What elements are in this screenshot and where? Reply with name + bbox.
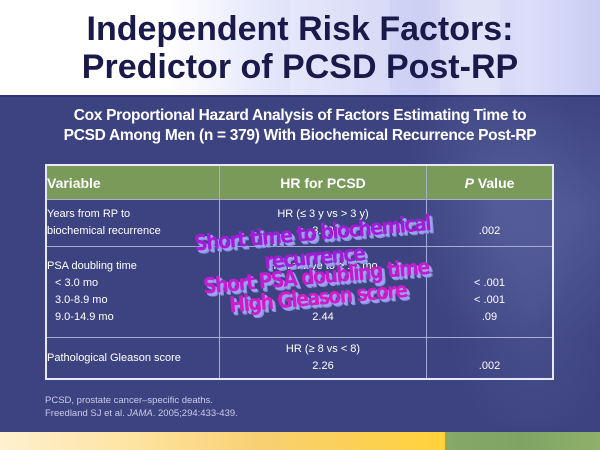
variable-line1: Years from RP to (47, 208, 131, 220)
citation-authors: Freedland SJ et al. (45, 408, 128, 419)
p-value: < .001 (474, 277, 505, 289)
hr-value: … (317, 294, 329, 306)
p-value: .002 (478, 225, 501, 237)
cell-variable: PSA doubling time < 3.0 mo 3.0-8.9 mo 9.… (45, 246, 220, 338)
hr-label: HR (≥ 8 vs < 8) (285, 343, 361, 355)
header-p-italic: P (464, 174, 474, 191)
title-divider (0, 95, 600, 97)
slide-title-line1: Independent Risk Factors: (86, 10, 514, 48)
table-row-years-to-recurrence: Years from RP to biochemical recurrence … (45, 199, 554, 247)
footnote: PCSD, prostate cancer–specific deaths. F… (45, 394, 238, 420)
title-band-stripe (440, 0, 500, 95)
citation-details: . 2005;294:433-439. (152, 408, 238, 419)
cell-variable: Years from RP to biochemical recurrence (45, 199, 220, 247)
p-value: .002 (478, 360, 501, 372)
slide-subtitle-line1: Cox Proportional Hazard Analysis of Fact… (73, 107, 527, 124)
table-row-psa-doubling-time: PSA doubling time < 3.0 mo 3.0-8.9 mo 9.… (45, 246, 554, 338)
cell-hr: HR relative to ≥ 15 mo … … 2.44 (219, 246, 427, 338)
slide-subtitle: Cox Proportional Hazard Analysis of Fact… (0, 106, 600, 146)
p-value: < .001 (474, 294, 505, 306)
cell-variable: Pathological Gleason score (45, 337, 220, 380)
variable-line1: Pathological Gleason score (47, 351, 181, 364)
footnote-definition: PCSD, prostate cancer–specific deaths. (45, 395, 213, 406)
table-header-row: Variable HR for PCSD P Value (45, 164, 554, 200)
cell-p: .002 (426, 199, 554, 247)
hr-value: 3.53 (312, 225, 334, 237)
slide-subtitle-line2: PCSD Among Men (n = 379) With Biochemica… (63, 127, 537, 144)
cell-p: .002 (426, 337, 554, 380)
citation-journal: JAMA (127, 408, 153, 419)
cell-hr: HR (≥ 8 vs < 8) 2.26 (219, 337, 427, 380)
cell-hr: HR (≤ 3 y vs > 3 y) 3.53 (219, 199, 427, 247)
table-row-gleason-score: Pathological Gleason score HR (≥ 8 vs < … (45, 337, 554, 380)
cell-p: < .001 < .001 .09 (426, 246, 554, 338)
hr-value: 2.26 (312, 360, 334, 372)
p-value: .09 (481, 311, 498, 323)
header-p-value: P Value (426, 164, 554, 200)
hr-value: 2.44 (312, 311, 334, 323)
sub-label: < 3.0 mo (55, 277, 99, 289)
title-band-stripe (290, 0, 390, 95)
bottom-bar-green (445, 432, 600, 450)
variable-line2: biochemical recurrence (47, 225, 161, 237)
header-p-rest: Value (473, 174, 515, 191)
bottom-decorative-bar (0, 432, 600, 450)
footnote-citation: Freedland SJ et al. JAMA. 2005;294:433-4… (45, 407, 238, 420)
variable-title: PSA doubling time (47, 260, 137, 272)
header-hr: HR for PCSD (219, 164, 427, 200)
sub-label: 9.0-14.9 mo (55, 311, 114, 323)
bottom-bar-yellow (0, 432, 445, 450)
hr-label: HR relative to ≥ 15 mo (268, 260, 378, 272)
hr-value: … (317, 277, 329, 289)
header-variable: Variable (45, 164, 220, 200)
slide-title-line2: Predictor of PCSD Post-RP (81, 48, 519, 86)
hazard-table: Variable HR for PCSD P Value Years from … (45, 164, 554, 380)
sub-label: 3.0-8.9 mo (55, 294, 108, 306)
hr-label: HR (≤ 3 y vs > 3 y) (277, 208, 369, 220)
slide-title: Independent Risk Factors: Predictor of P… (0, 10, 600, 86)
title-band (0, 0, 600, 95)
